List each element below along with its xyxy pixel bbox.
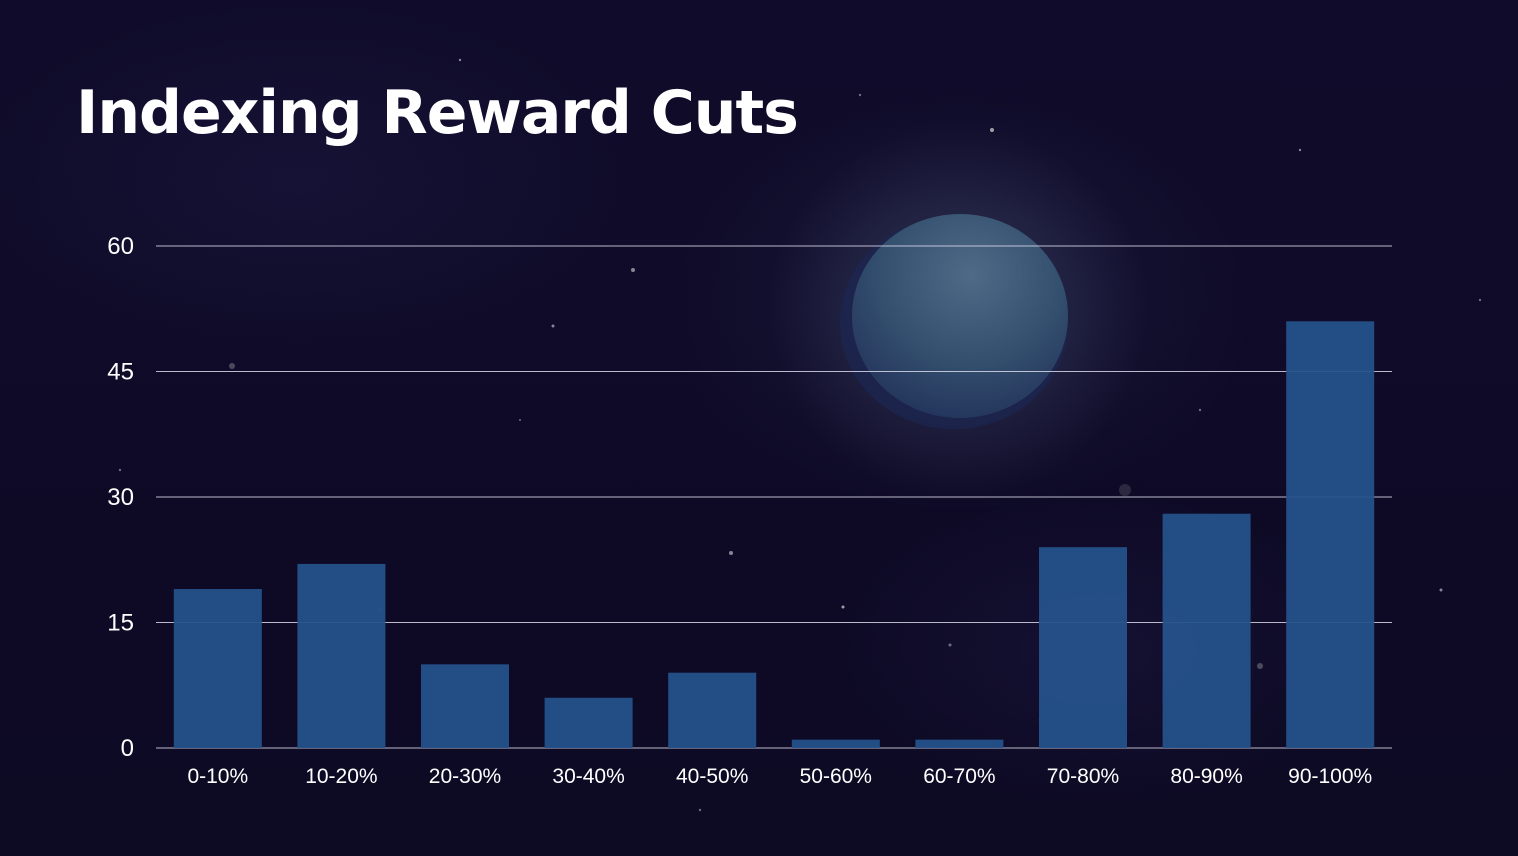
stars [118,58,1482,812]
bar-60-70% [915,739,1004,748]
bar-80-90% [1162,513,1251,748]
bars [173,321,1375,748]
y-tick-label: 0 [121,735,134,762]
bar-30-40% [544,697,633,748]
y-tick-label: 15 [107,610,134,637]
bar-10-20% [297,563,386,748]
x-category-label: 50-60% [800,765,872,788]
x-category-label: 60-70% [923,765,995,788]
x-category-label: 40-50% [676,765,748,788]
page-title: Indexing Reward Cuts [76,78,799,148]
y-axis-tick-labels: 0 15 30 45 60 [107,233,134,762]
y-tick-label: 60 [107,233,134,260]
y-tick-label: 45 [107,359,134,386]
moon [852,214,1068,418]
x-category-label: 10-20% [305,765,377,788]
bar-0-10% [173,589,262,748]
x-category-label: 90-100% [1288,765,1372,788]
bar-40-50% [668,672,757,748]
x-category-label: 80-90% [1170,765,1242,788]
bar-20-30% [421,664,509,748]
x-category-label: 30-40% [552,765,624,788]
x-category-label: 70-80% [1047,765,1119,788]
x-category-label: 20-30% [429,765,501,788]
y-tick-label: 30 [107,484,134,511]
bar-90-100% [1286,321,1375,748]
x-category-label: 0-10% [187,765,248,788]
x-axis-category-labels: 0-10% 10-20% 20-30% 30-40% 40-50% 50-60% 60-70… [187,765,1372,788]
bar-70-80% [1039,547,1127,748]
bar-50-60% [791,739,880,748]
